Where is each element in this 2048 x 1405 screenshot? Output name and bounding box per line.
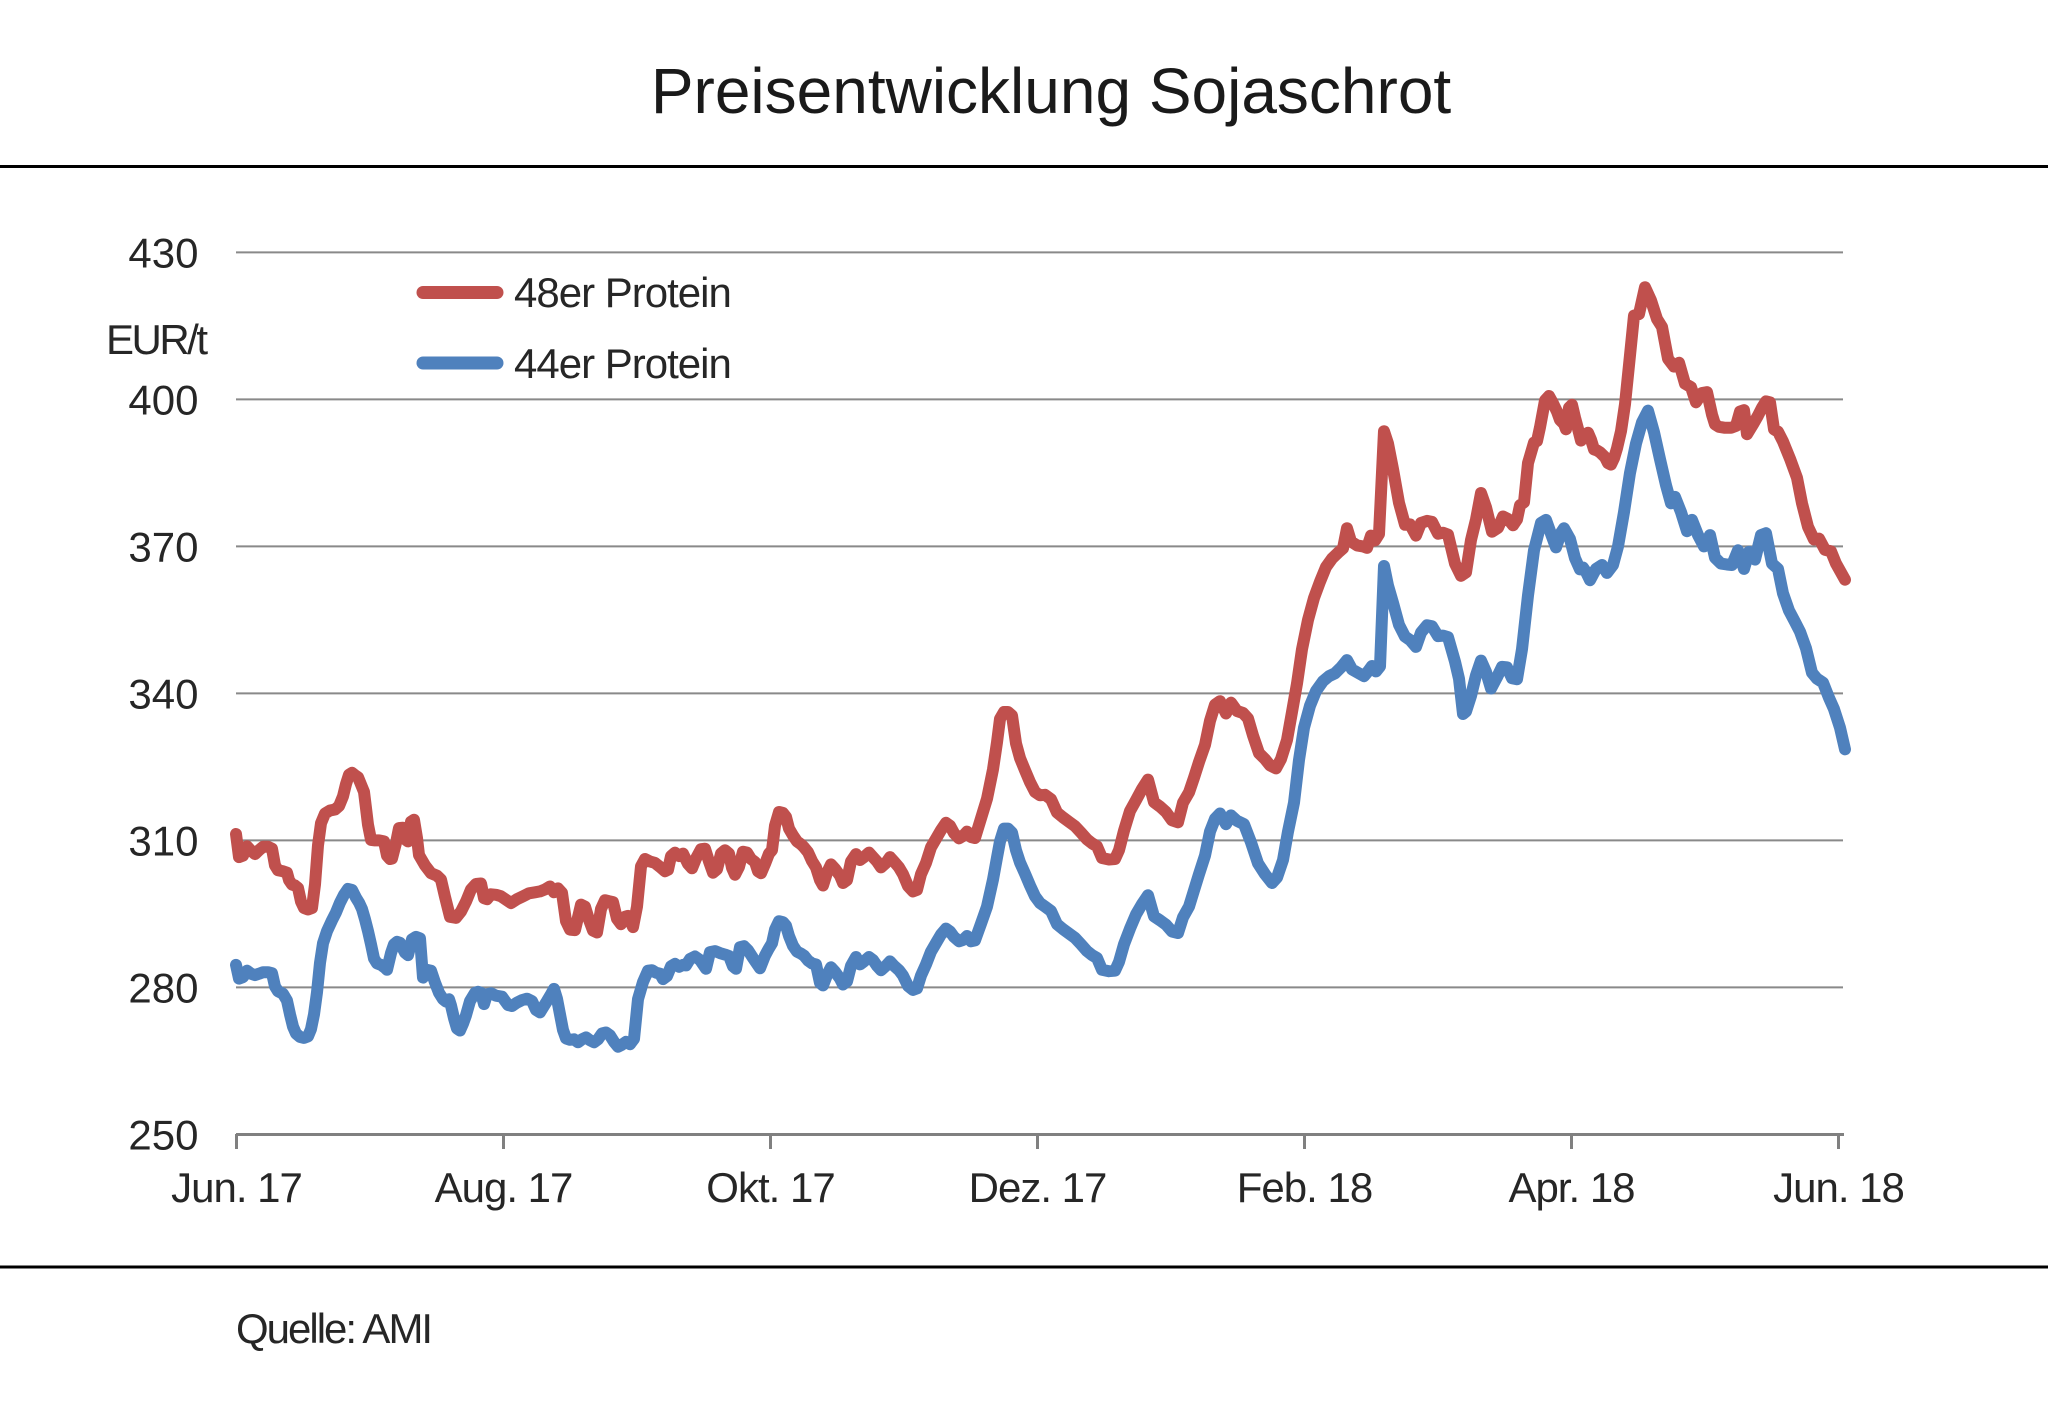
svg-text:Jun. 18: Jun. 18: [1773, 1164, 1904, 1211]
svg-text:48er Protein: 48er Protein: [514, 269, 731, 316]
svg-text:Preisentwicklung Sojaschrot: Preisentwicklung Sojaschrot: [651, 55, 1452, 127]
svg-text:340: 340: [128, 670, 198, 717]
svg-text:430: 430: [128, 229, 198, 276]
svg-text:Jun. 17: Jun. 17: [171, 1164, 302, 1211]
svg-text:Aug. 17: Aug. 17: [435, 1164, 573, 1211]
svg-text:400: 400: [128, 376, 198, 423]
svg-text:Quelle: AMI: Quelle: AMI: [236, 1305, 431, 1352]
svg-text:Feb. 18: Feb. 18: [1237, 1164, 1372, 1211]
svg-text:EUR/t: EUR/t: [106, 316, 208, 363]
svg-text:310: 310: [128, 817, 198, 864]
svg-text:370: 370: [128, 523, 198, 570]
svg-text:250: 250: [128, 1111, 198, 1158]
svg-text:Dez. 17: Dez. 17: [969, 1164, 1107, 1211]
svg-text:Apr. 18: Apr. 18: [1508, 1164, 1634, 1211]
svg-text:280: 280: [128, 964, 198, 1011]
svg-text:Okt. 17: Okt. 17: [706, 1164, 834, 1211]
svg-text:44er Protein: 44er Protein: [514, 340, 731, 387]
